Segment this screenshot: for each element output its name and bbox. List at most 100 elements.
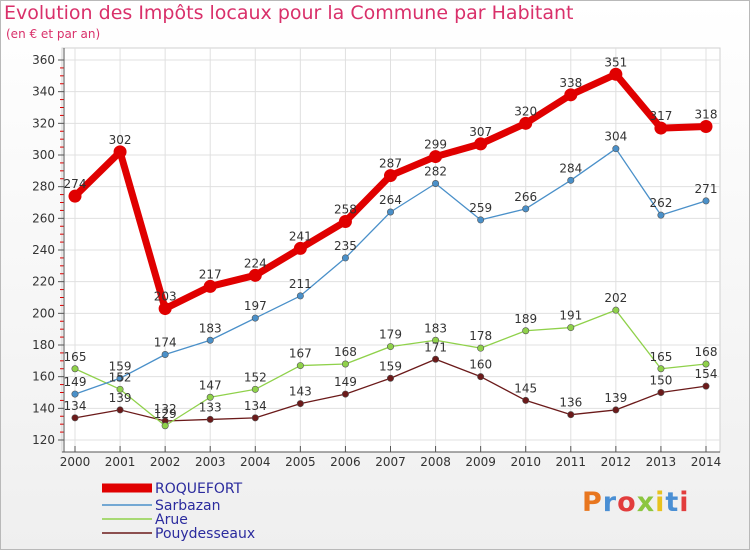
data-point-roquefort <box>293 241 307 255</box>
data-label-roquefort: 302 <box>109 133 132 147</box>
data-label-arue: 152 <box>109 370 132 384</box>
data-label-arue: 165 <box>64 350 87 364</box>
data-label-pouydesseaux: 133 <box>199 400 222 414</box>
chart-subtitle: (en € et par an) <box>6 27 101 41</box>
data-label-arue: 202 <box>604 291 627 305</box>
data-label-arue: 191 <box>559 309 582 323</box>
data-point-roquefort <box>248 268 262 282</box>
data-label-sarbazan: 266 <box>514 190 537 204</box>
x-tick-label: 2008 <box>420 455 451 469</box>
data-point-arue <box>657 365 665 373</box>
data-point-roquefort <box>429 150 443 164</box>
y-tick-label: 300 <box>32 148 55 162</box>
data-label-sarbazan: 197 <box>244 299 267 313</box>
logo-letter: P <box>582 487 603 518</box>
legend-label-sarbazan: Sarbazan <box>155 498 221 514</box>
data-label-arue: 183 <box>424 321 447 335</box>
data-point-arue <box>432 336 440 344</box>
x-tick-label: 2010 <box>510 455 541 469</box>
data-label-sarbazan: 235 <box>334 239 357 253</box>
data-label-pouydesseaux: 159 <box>379 359 402 373</box>
data-label-sarbazan: 271 <box>695 182 718 196</box>
data-label-arue: 167 <box>289 347 312 361</box>
data-point-sarbazan <box>522 205 530 213</box>
y-tick-label: 180 <box>32 338 55 352</box>
data-label-sarbazan: 264 <box>379 193 402 207</box>
data-point-pouydesseaux <box>477 373 485 381</box>
data-label-pouydesseaux: 134 <box>64 399 87 413</box>
x-tick-label: 2012 <box>601 455 632 469</box>
data-label-roquefort: 274 <box>64 177 87 191</box>
data-label-sarbazan: 183 <box>199 321 222 335</box>
y-tick-label: 260 <box>32 211 55 225</box>
data-point-pouydesseaux <box>612 406 620 414</box>
logo-letter: x <box>636 487 656 518</box>
logo-letter: r <box>602 487 618 518</box>
proxiti-logo: Proxiti <box>582 487 690 518</box>
x-tick-label: 2000 <box>60 455 91 469</box>
legend-label-roquefort: ROQUEFORT <box>155 481 243 497</box>
data-point-pouydesseaux <box>432 355 440 363</box>
data-label-arue: 147 <box>199 378 222 392</box>
data-label-sarbazan: 159 <box>109 359 132 373</box>
logo-letter: o <box>617 487 637 518</box>
data-label-pouydesseaux: 134 <box>244 399 267 413</box>
data-label-pouydesseaux: 136 <box>559 396 582 410</box>
data-point-arue <box>341 360 349 368</box>
data-point-sarbazan <box>161 350 169 358</box>
data-label-roquefort: 299 <box>424 138 447 152</box>
x-tick-label: 2007 <box>375 455 406 469</box>
data-point-sarbazan <box>296 292 304 300</box>
data-point-pouydesseaux <box>251 414 259 422</box>
data-point-pouydesseaux <box>71 414 79 422</box>
data-point-arue <box>477 344 485 352</box>
data-point-arue <box>116 385 124 393</box>
data-point-arue <box>386 343 394 351</box>
data-label-roquefort: 203 <box>154 290 177 304</box>
data-label-pouydesseaux: 145 <box>514 381 537 395</box>
data-point-pouydesseaux <box>567 411 575 419</box>
logo-letter: i <box>655 487 666 518</box>
data-label-arue: 179 <box>379 328 402 342</box>
data-label-sarbazan: 259 <box>469 201 492 215</box>
x-tick-label: 2011 <box>556 455 587 469</box>
logo-letter: i <box>679 487 690 518</box>
x-tick-label: 2009 <box>465 455 496 469</box>
y-tick-label: 140 <box>32 401 55 415</box>
data-label-sarbazan: 211 <box>289 277 312 291</box>
y-tick-label: 160 <box>32 370 55 384</box>
data-point-arue <box>206 393 214 401</box>
data-label-pouydesseaux: 139 <box>109 391 132 405</box>
data-point-arue <box>251 385 259 393</box>
data-label-roquefort: 224 <box>244 256 267 270</box>
data-point-pouydesseaux <box>206 415 214 423</box>
data-label-roquefort: 318 <box>695 108 718 122</box>
data-point-roquefort <box>113 145 127 159</box>
data-point-arue <box>161 422 169 430</box>
y-tick-label: 120 <box>32 433 55 447</box>
data-point-arue <box>702 360 710 368</box>
data-label-pouydesseaux: 149 <box>334 375 357 389</box>
data-point-roquefort <box>519 116 533 130</box>
data-point-roquefort <box>564 88 578 102</box>
data-point-arue <box>522 327 530 335</box>
data-label-sarbazan: 282 <box>424 165 447 179</box>
data-point-arue <box>567 324 575 332</box>
data-point-sarbazan <box>386 208 394 216</box>
data-point-roquefort <box>609 67 623 81</box>
data-point-roquefort <box>338 215 352 228</box>
data-label-pouydesseaux: 143 <box>289 385 312 399</box>
data-label-sarbazan: 149 <box>64 375 87 389</box>
data-label-arue: 129 <box>154 407 177 421</box>
data-label-roquefort: 338 <box>559 76 582 90</box>
data-label-pouydesseaux: 150 <box>649 374 672 388</box>
data-label-arue: 168 <box>334 345 357 359</box>
x-tick-label: 2005 <box>285 455 316 469</box>
data-point-roquefort <box>68 189 82 203</box>
data-point-sarbazan <box>71 390 79 398</box>
data-point-arue <box>71 365 79 373</box>
data-point-arue <box>296 362 304 370</box>
data-label-pouydesseaux: 171 <box>424 340 447 354</box>
data-point-pouydesseaux <box>341 390 349 398</box>
logo-letter: t <box>665 487 680 518</box>
